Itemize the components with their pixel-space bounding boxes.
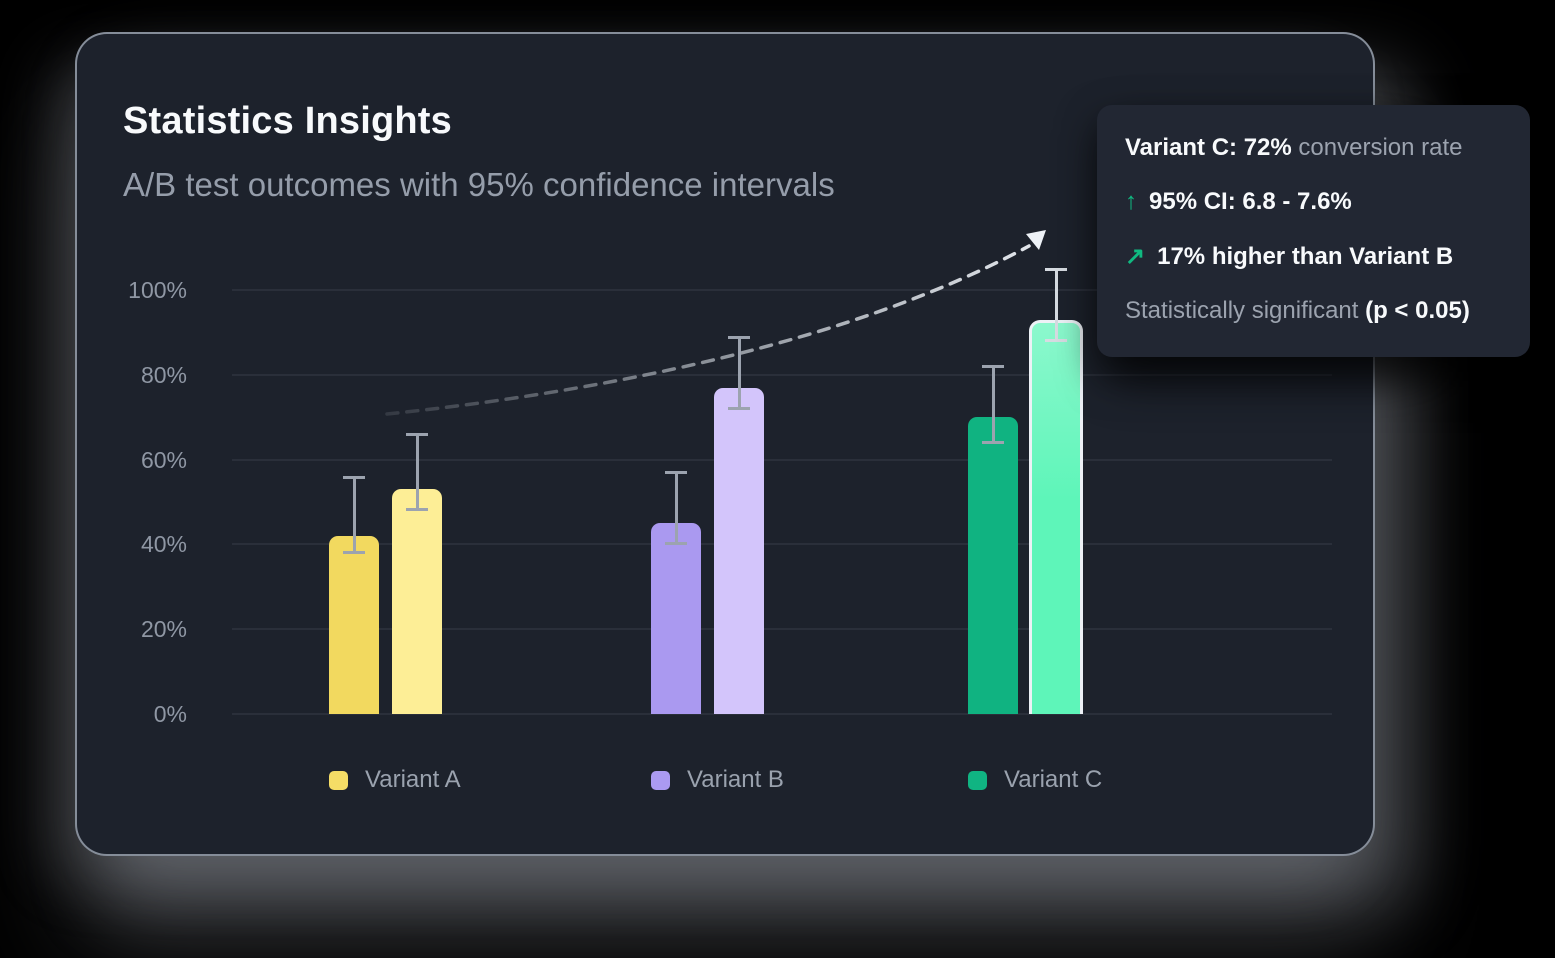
- gridline-40%: [232, 543, 1332, 546]
- tooltip-conversion-text: conversion rate: [1298, 134, 1463, 161]
- error-bar-variant-c-1-cap-bottom: [982, 440, 1004, 444]
- error-bar-variant-a-2-cap-top: [406, 433, 428, 437]
- legend-item-variant-b[interactable]: Variant B: [651, 766, 784, 794]
- bar-variant-a-2[interactable]: [392, 489, 442, 714]
- error-bar-variant-b-1-cap-top: [665, 471, 687, 475]
- legend-item-variant-a[interactable]: Variant A: [329, 766, 461, 794]
- error-bar-variant-c-1-line: [991, 366, 995, 443]
- bar-variant-c-2[interactable]: [1029, 319, 1083, 714]
- tooltip-ci-text: 95% CI: 6.8 - 7.6%: [1149, 188, 1352, 216]
- gridline-80%: [232, 373, 1332, 376]
- tooltip-ci-line: ↑ 95% CI: 6.8 - 7.6%: [1125, 186, 1502, 218]
- y-axis-label-0%: 0%: [153, 701, 187, 727]
- error-bar-variant-a-2-line: [415, 434, 419, 511]
- bar-variant-b-1[interactable]: [651, 523, 701, 714]
- error-bar-variant-b-2-cap-bottom: [728, 406, 750, 410]
- tooltip-conversion-line: Variant C: 72% conversion rate: [1125, 132, 1502, 164]
- error-bar-variant-a-2-cap-bottom: [406, 508, 428, 512]
- statistics-card: Statistics Insights A/B test outcomes wi…: [75, 32, 1530, 856]
- legend-swatch-variant-a: [329, 770, 348, 790]
- error-bar-variant-b-2-line: [737, 336, 741, 409]
- legend-swatch-variant-c: [968, 770, 987, 790]
- arrow-up-icon: ↑: [1125, 188, 1137, 216]
- bar-variant-a-1[interactable]: [329, 535, 379, 714]
- legend-label-variant-a: Variant A: [365, 766, 461, 793]
- error-bar-variant-a-1-cap-bottom: [343, 550, 365, 554]
- tooltip-significance-text: Statistically significant: [1125, 297, 1359, 325]
- y-axis-label-20%: 20%: [140, 616, 187, 643]
- bar-variant-c-1[interactable]: [968, 417, 1018, 714]
- error-bar-variant-b-1-line: [674, 472, 678, 545]
- tooltip-variant-value: Variant C: 72%: [1125, 134, 1292, 161]
- y-axis-label-100%: 100%: [128, 277, 187, 303]
- legend-label-variant-b: Variant B: [687, 766, 784, 793]
- y-axis-label-60%: 60%: [140, 446, 187, 473]
- legend-swatch-variant-b: [651, 770, 670, 790]
- legend-item-variant-c[interactable]: Variant C: [968, 766, 1102, 794]
- y-axis-label-80%: 80%: [140, 361, 187, 388]
- gridline-60%: [232, 458, 1332, 461]
- error-bar-variant-a-1-cap-top: [343, 475, 365, 479]
- error-bar-variant-c-2-cap-top: [1045, 267, 1067, 271]
- error-bar-variant-c-2-cap-bottom: [1045, 338, 1067, 342]
- gridline-20%: [232, 628, 1332, 631]
- error-bar-variant-a-1-line: [352, 476, 356, 553]
- error-bar-variant-c-2-line: [1054, 268, 1058, 341]
- y-axis-label-40%: 40%: [140, 531, 187, 558]
- card-title: Statistics Insights: [123, 100, 452, 142]
- error-bar-variant-b-2-cap-top: [728, 335, 750, 339]
- gridline-0%: [232, 713, 1332, 715]
- error-bar-variant-c-1-cap-top: [982, 365, 1004, 369]
- tooltip-comparison-text: 17% higher than Variant B: [1157, 242, 1454, 270]
- card-subtitle: A/B test outcomes with 95% confidence in…: [123, 166, 835, 203]
- chart-tooltip: Variant C: 72% conversion rate ↑ 95% CI:…: [1097, 105, 1530, 357]
- tooltip-pvalue-text: (p < 0.05): [1365, 297, 1470, 325]
- arrow-up-right-icon: ↗: [1125, 242, 1146, 270]
- bar-variant-b-2[interactable]: [714, 387, 764, 714]
- tooltip-significance-line: Statistically significant (p < 0.05): [1125, 295, 1502, 327]
- tooltip-comparison-line: ↗ 17% higher than Variant B: [1125, 241, 1502, 273]
- legend-label-variant-c: Variant C: [1004, 766, 1103, 793]
- error-bar-variant-b-1-cap-bottom: [665, 542, 687, 546]
